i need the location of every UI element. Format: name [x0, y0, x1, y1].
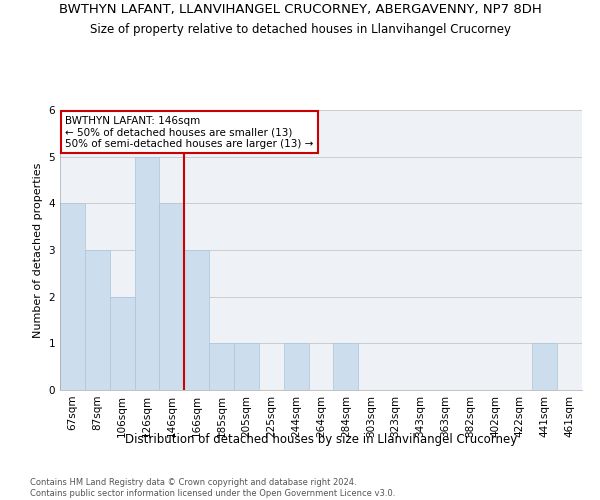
Bar [160, 204, 184, 390]
Bar [184, 250, 209, 390]
Text: Distribution of detached houses by size in Llanvihangel Crucorney: Distribution of detached houses by size … [125, 432, 517, 446]
Bar [284, 344, 308, 390]
Text: Size of property relative to detached houses in Llanvihangel Crucorney: Size of property relative to detached ho… [89, 22, 511, 36]
Bar [334, 344, 358, 390]
Bar [134, 156, 160, 390]
Bar [110, 296, 134, 390]
Text: BWTHYN LAFANT, LLANVIHANGEL CRUCORNEY, ABERGAVENNY, NP7 8DH: BWTHYN LAFANT, LLANVIHANGEL CRUCORNEY, A… [59, 2, 541, 16]
Bar [234, 344, 259, 390]
Bar [85, 250, 110, 390]
Text: Contains HM Land Registry data © Crown copyright and database right 2024.
Contai: Contains HM Land Registry data © Crown c… [30, 478, 395, 498]
Bar [532, 344, 557, 390]
Text: BWTHYN LAFANT: 146sqm
← 50% of detached houses are smaller (13)
50% of semi-deta: BWTHYN LAFANT: 146sqm ← 50% of detached … [65, 116, 314, 149]
Bar [60, 204, 85, 390]
Y-axis label: Number of detached properties: Number of detached properties [33, 162, 43, 338]
Bar [209, 344, 234, 390]
